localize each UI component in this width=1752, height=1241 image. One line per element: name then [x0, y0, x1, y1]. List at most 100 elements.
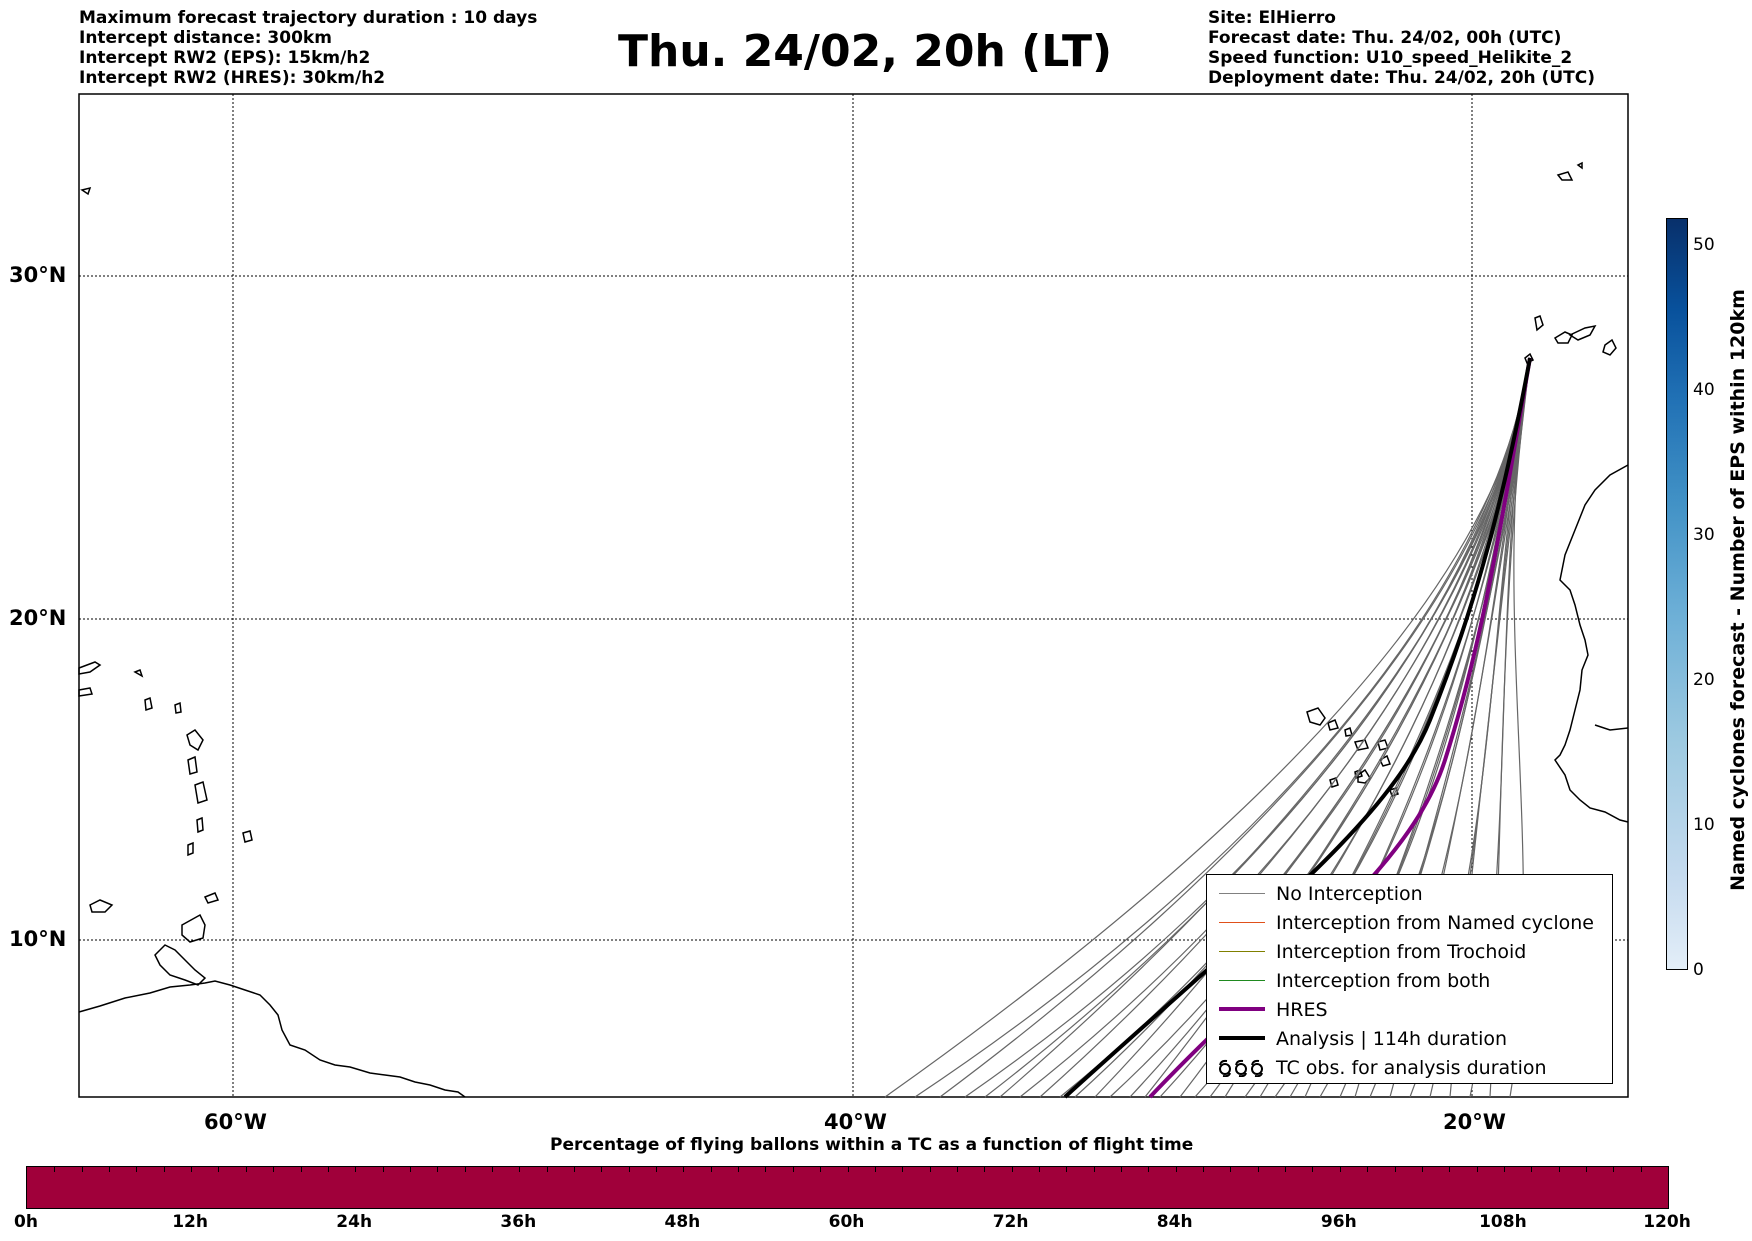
lon-label-40w: 40°W	[824, 1110, 887, 1134]
bottom-bar-hour-label: 0h	[14, 1212, 38, 1232]
bar-tick	[1449, 1167, 1451, 1172]
small-island	[133, 669, 144, 678]
small-island	[174, 701, 182, 714]
canary-islands	[1553, 331, 1574, 344]
madeira-island	[1556, 171, 1574, 181]
bar-tick	[929, 1167, 931, 1172]
bar-tick	[1531, 1167, 1533, 1172]
bottom-bar-hour-label: 96h	[1320, 1212, 1357, 1232]
page-title: Thu. 24/02, 20h (LT)	[618, 26, 1113, 77]
tobago-fragment	[89, 899, 114, 913]
cape-verde-island	[1389, 787, 1399, 797]
colorbar-tick: 0	[1693, 960, 1704, 980]
bar-tick	[1613, 1167, 1615, 1172]
legend-swatch	[1219, 922, 1265, 923]
lesser-antilles	[186, 729, 204, 752]
bar-tick	[1148, 1167, 1150, 1172]
header-left-line: Intercept RW2 (EPS): 15km/h2	[79, 48, 371, 68]
bar-tick	[765, 1167, 767, 1172]
lat-label-10n: 10°N	[9, 927, 67, 951]
bar-tick	[1503, 1167, 1505, 1172]
colorbar-tick: 10	[1693, 815, 1715, 835]
bar-tick	[710, 1167, 712, 1172]
bottom-bar-hour-label: 24h	[336, 1212, 373, 1232]
colorbar-tick: 20	[1693, 670, 1715, 690]
bar-tick	[409, 1167, 411, 1172]
bar-tick	[902, 1167, 904, 1172]
tc-percentage-bar	[26, 1166, 1669, 1209]
bar-tick	[874, 1167, 876, 1172]
bar-tick	[273, 1167, 275, 1172]
bar-tick	[574, 1167, 575, 1172]
bar-tick	[1558, 1167, 1560, 1172]
bar-tick	[355, 1167, 357, 1172]
bar-tick	[956, 1167, 958, 1172]
legend-swatch	[1219, 1036, 1265, 1040]
bar-tick	[1585, 1167, 1587, 1172]
legend-label: No Interception	[1276, 883, 1423, 905]
legend-label: Analysis | 114h duration	[1276, 1028, 1508, 1050]
lon-label-20w: 20°W	[1443, 1110, 1506, 1134]
bar-tick	[109, 1167, 111, 1172]
coastlines	[78, 161, 1629, 1098]
barbados-island	[242, 830, 253, 843]
cape-verde-island	[1306, 707, 1326, 726]
legend-swatch	[1219, 893, 1265, 894]
header-right-info: Site: ElHierro Forecast date: Thu. 24/02…	[1208, 8, 1595, 88]
bar-tick	[683, 1167, 685, 1172]
bar-tick	[1230, 1167, 1232, 1172]
bottom-bar-hour-label: 60h	[828, 1212, 865, 1232]
cape-verde-island	[1353, 739, 1370, 751]
bar-tick	[1285, 1167, 1287, 1172]
header-left-line: Maximum forecast trajectory duration : 1…	[79, 8, 538, 28]
south-america-coast	[78, 980, 466, 1098]
legend-label: Interception from Trochoid	[1276, 941, 1527, 963]
ensemble-trajectory	[1039, 357, 1531, 1098]
bar-tick	[1093, 1167, 1095, 1172]
lat-label-30n: 30°N	[9, 263, 67, 287]
bar-tick	[1640, 1167, 1642, 1172]
cape-verde-island	[1327, 719, 1339, 731]
madeira-island	[1576, 161, 1583, 170]
cape-verde-island	[1344, 726, 1353, 737]
bar-tick	[546, 1167, 548, 1172]
bar-tick	[1421, 1167, 1423, 1172]
bar-tick	[1367, 1167, 1369, 1172]
colorbar-tick: 50	[1693, 235, 1715, 255]
bottom-bar-hour-label: 84h	[1156, 1212, 1193, 1232]
legend-label: TC obs. for analysis duration	[1276, 1057, 1547, 1079]
header-right-line: Deployment date: Thu. 24/02, 20h (UTC)	[1208, 68, 1595, 88]
legend-label: Interception from both	[1276, 970, 1491, 992]
small-island	[144, 696, 153, 712]
bar-tick	[1203, 1167, 1205, 1172]
lat-label-20n: 20°N	[9, 606, 67, 630]
cape-verde-island	[1379, 754, 1391, 767]
ensemble-trajectory	[939, 357, 1531, 1098]
cyclone-symbols-icon	[1219, 1059, 1263, 1077]
canary-islands	[1534, 315, 1544, 332]
bottom-bar-hour-label: 36h	[500, 1212, 537, 1232]
bar-tick	[1339, 1167, 1341, 1172]
bottom-bar-hour-label: 120h	[1643, 1212, 1691, 1232]
bar-tick	[464, 1167, 466, 1172]
bar-tick	[1011, 1167, 1013, 1172]
legend-swatch	[1219, 1007, 1265, 1011]
colorbar-tick: 30	[1693, 525, 1715, 545]
header-right-line: Speed function: U10_speed_Helikite_2	[1208, 48, 1573, 68]
st-lucia-island	[196, 816, 204, 834]
bar-tick	[300, 1167, 302, 1172]
bottom-bar-hour-label: 12h	[172, 1212, 208, 1232]
ensemble-trajectory	[1059, 357, 1531, 1098]
bar-tick	[81, 1167, 83, 1172]
colorbar-tick: 40	[1693, 380, 1715, 400]
bar-tick	[191, 1167, 193, 1172]
legend-swatch	[1219, 951, 1265, 952]
guadeloupe-island	[187, 755, 198, 775]
ensemble-trajectory	[914, 357, 1531, 1098]
africa-coast	[1554, 464, 1629, 823]
bar-tick	[136, 1167, 138, 1172]
virgin-islands	[78, 687, 93, 697]
bar-tick	[1175, 1167, 1177, 1172]
bar-tick	[628, 1167, 630, 1172]
venezuela-coast	[154, 944, 207, 986]
